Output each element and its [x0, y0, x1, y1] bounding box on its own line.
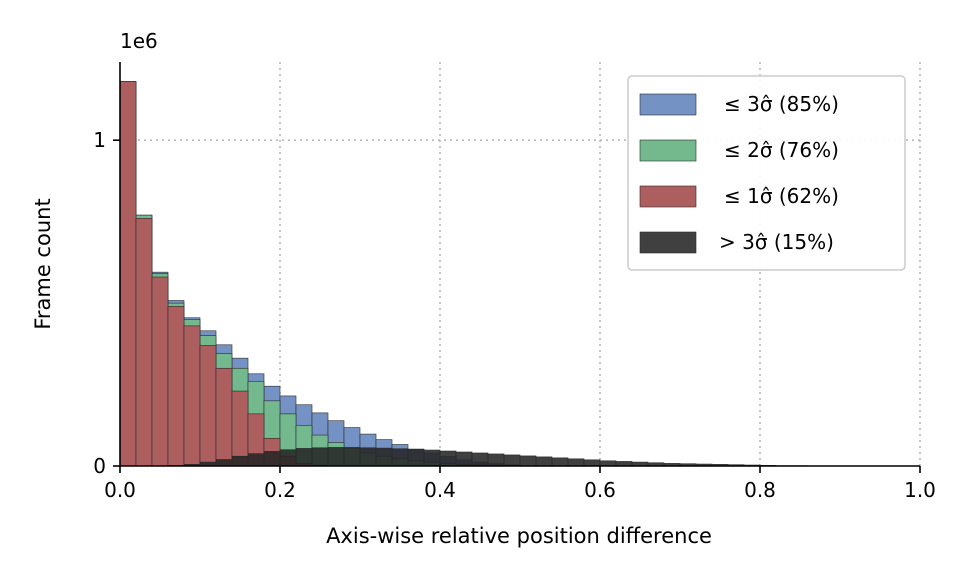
histogram-bar [183, 325, 201, 467]
histogram-bar [391, 448, 409, 467]
x-tick-label: 1.0 [904, 478, 936, 502]
histogram-bar [455, 451, 473, 467]
y-tick-label: 1 [93, 128, 106, 152]
y-axis-label: Frame count [31, 198, 55, 329]
legend-swatch [639, 93, 697, 116]
x-tick-label: 0.6 [584, 478, 616, 502]
histogram-bar [295, 448, 313, 467]
histogram-bar [167, 306, 185, 467]
legend-frame [627, 75, 906, 271]
histogram-bar [519, 455, 537, 467]
histogram-bar [535, 456, 553, 467]
histogram-bar [567, 458, 585, 467]
series-3-bars [119, 81, 329, 467]
legend-swatch [639, 139, 697, 162]
histogram-bar [503, 454, 521, 467]
histogram-bar [247, 453, 265, 467]
histogram-bar [231, 390, 249, 467]
x-tick-label: 0.2 [264, 478, 296, 502]
histogram-bars [119, 81, 809, 467]
histogram-bar [231, 455, 249, 467]
histogram-bar [551, 457, 569, 467]
legend-label: ≤ 2σ̂ (76%) [724, 138, 839, 162]
axis-ticks: 0.0 0.2 0.4 0.6 0.8 1.0 0 1 [93, 128, 936, 502]
histogram-bar [471, 452, 489, 467]
x-tick-label: 0.0 [104, 478, 136, 502]
histogram-bar [135, 218, 153, 467]
histogram-bar [375, 447, 393, 467]
legend-swatch [639, 185, 697, 208]
histogram-bar [583, 459, 601, 467]
histogram-bar [487, 453, 505, 467]
legend-swatch [639, 231, 697, 254]
histogram-bar [407, 449, 425, 467]
x-axis-label: Axis-wise relative position difference [326, 524, 712, 548]
histogram-bar [119, 81, 137, 467]
legend-label: > 3σ̂ (15%) [719, 230, 834, 254]
histogram-bar [215, 459, 233, 467]
histogram-bar [199, 345, 217, 467]
legend-label: ≤ 1σ̂ (62%) [724, 184, 839, 208]
histogram-bar [439, 450, 457, 467]
x-tick-label: 0.4 [424, 478, 456, 502]
legend: ≤ 3σ̂ (85%) ≤ 2σ̂ (76%) ≤ 1σ̂ (62%) > 3σ̂ (… [627, 75, 906, 271]
histogram-bar [279, 449, 297, 467]
histogram-bar [343, 447, 361, 467]
histogram-bar [151, 276, 169, 467]
histogram-bar [215, 367, 233, 467]
y-scale-label: 1e6 [120, 29, 158, 53]
histogram-bar [263, 451, 281, 467]
x-tick-label: 0.8 [744, 478, 776, 502]
histogram-bar [311, 447, 329, 467]
axes [119, 62, 920, 467]
histogram-bar [359, 447, 377, 467]
histogram-bar [423, 449, 441, 467]
y-tick-label: 0 [93, 454, 106, 478]
legend-label: ≤ 3σ̂ (85%) [724, 92, 839, 116]
histogram-bar [327, 447, 345, 467]
